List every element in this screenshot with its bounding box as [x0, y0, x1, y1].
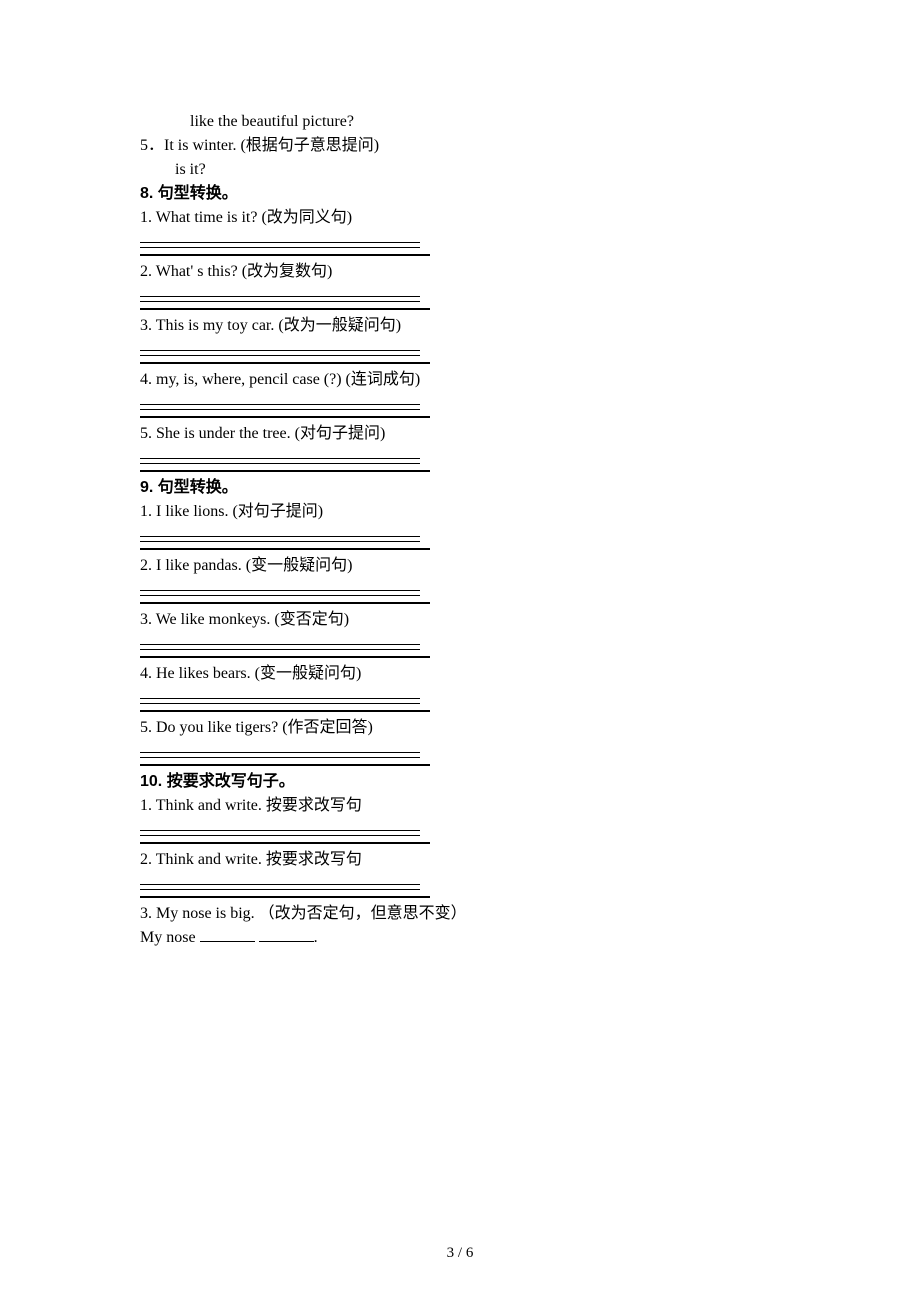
answer-lines — [140, 742, 795, 766]
answer-lines — [140, 448, 795, 472]
question-5: 5．It is winter. (根据句子意思提问) — [140, 134, 795, 158]
answer-lines — [140, 394, 795, 418]
s8-item-4: 4. my, is, where, pencil case (?) (连词成句) — [140, 368, 795, 392]
blank-2[interactable] — [259, 927, 314, 942]
page: like the beautiful picture? 5．It is wint… — [0, 0, 920, 1302]
section-10-title: 10. 按要求改写句子。 — [140, 770, 795, 794]
s10-item-2: 2. Think and write. 按要求改写句 — [140, 848, 795, 872]
s9-item-4: 4. He likes bears. (变一般疑问句) — [140, 662, 795, 686]
answer-lines — [140, 820, 795, 844]
s10-item-3: 3. My nose is big. （改为否定句，但意思不变） — [140, 902, 795, 926]
s9-item-2: 2. I like pandas. (变一般疑问句) — [140, 554, 795, 578]
s8-item-5: 5. She is under the tree. (对句子提问) — [140, 422, 795, 446]
s9-item-1: 1. I like lions. (对句子提问) — [140, 500, 795, 524]
answer-lines — [140, 232, 795, 256]
page-footer: 3 / 6 — [0, 1245, 920, 1262]
s10-item-1: 1. Think and write. 按要求改写句 — [140, 794, 795, 818]
s9-item-5: 5. Do you like tigers? (作否定回答) — [140, 716, 795, 740]
answer-lines — [140, 874, 795, 898]
s9-item-3: 3. We like monkeys. (变否定句) — [140, 608, 795, 632]
s8-item-2: 2. What' s this? (改为复数句) — [140, 260, 795, 284]
fill-label: My nose — [140, 929, 200, 946]
answer-lines — [140, 286, 795, 310]
section-9-title: 9. 句型转换。 — [140, 476, 795, 500]
s8-item-1: 1. What time is it? (改为同义句) — [140, 206, 795, 230]
section-8-title: 8. 句型转换。 — [140, 182, 795, 206]
s10-fill-line: My nose . — [140, 926, 795, 950]
s8-item-3: 3. This is my toy car. (改为一般疑问句) — [140, 314, 795, 338]
answer-lines — [140, 580, 795, 604]
question-5-followup: is it? — [140, 158, 795, 182]
answer-lines — [140, 634, 795, 658]
blank-1[interactable] — [200, 927, 255, 942]
answer-lines — [140, 526, 795, 550]
answer-lines — [140, 340, 795, 364]
answer-lines — [140, 688, 795, 712]
continuation-line: like the beautiful picture? — [140, 110, 795, 134]
